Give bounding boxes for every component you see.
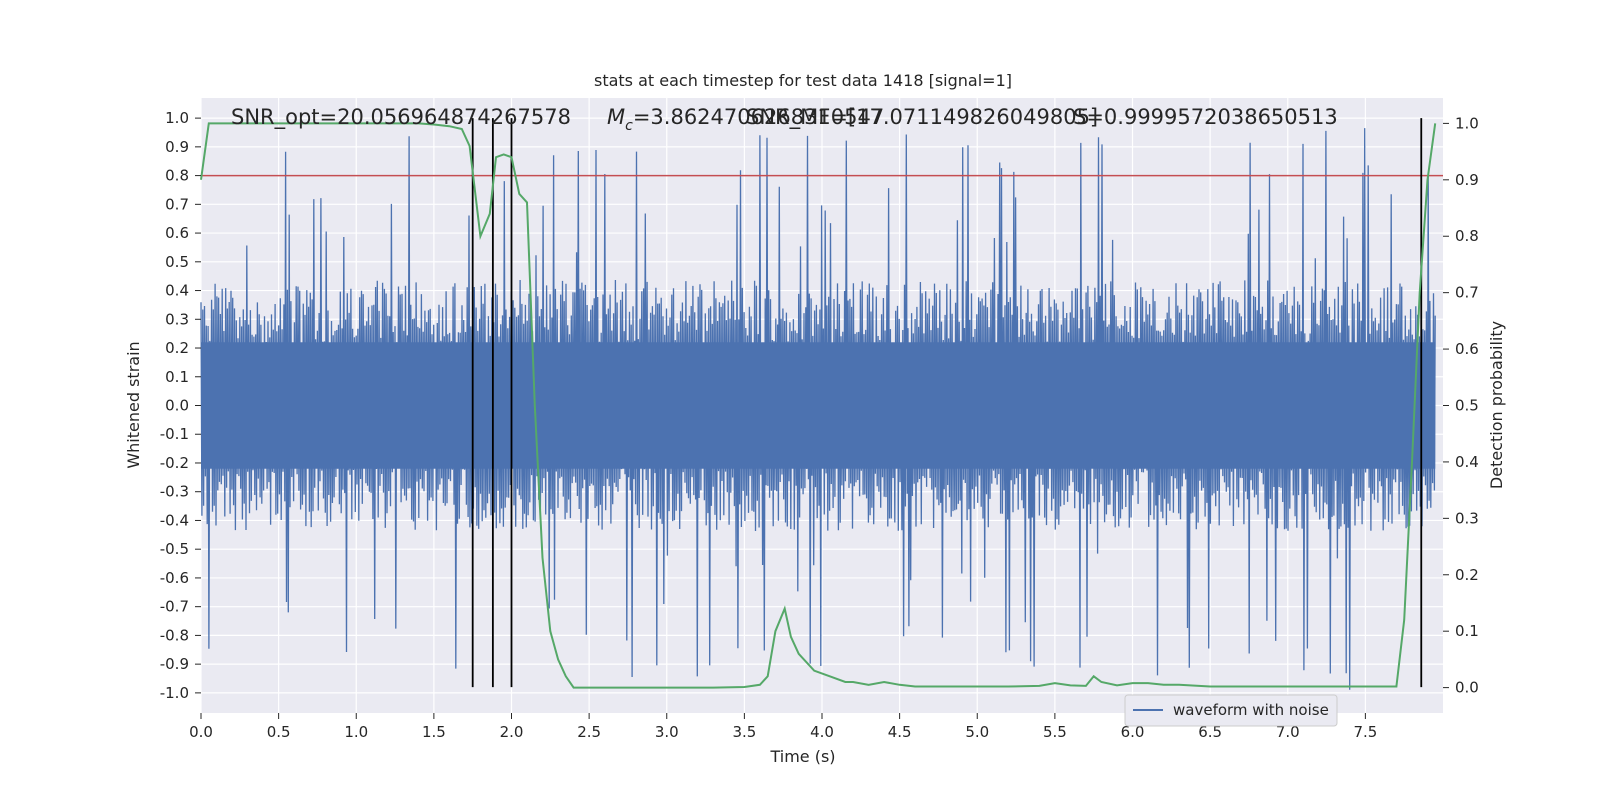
y2-tick-label: 0.8 [1455,227,1479,245]
y-tick-label: 0.9 [165,138,189,156]
y2-tick-label: 0.2 [1455,566,1479,584]
x-axis-label: Time (s) [769,747,835,766]
waveform-core-band [201,342,1436,469]
legend: waveform with noise [1124,694,1338,727]
x-tick-label: 1.0 [344,723,368,741]
x-tick-label: 2.0 [500,723,524,741]
y-tick-label: -1.0 [160,684,189,702]
y-tick-label: -0.1 [160,425,189,443]
x-tick-label: 0.5 [267,723,291,741]
y2-tick-label: 0.5 [1455,397,1479,415]
x-tick-label: 7.0 [1276,723,1300,741]
y-tick-label: -0.7 [160,598,189,616]
y-ticks: 1.0 0.9 0.8 0.7 0.6 0.5 0.4 0.3 0.2 0.1 0.0 -0.1 -0.… [160,109,201,702]
y-tick-label: -0.3 [160,483,189,501]
legend-entry-waveform: waveform with noise [1173,701,1329,719]
y2-tick-label: 0.7 [1455,284,1479,302]
y-tick-label: 0.6 [165,224,189,242]
vertical-markers [471,118,1423,688]
y-tick-label: 0.1 [165,368,189,386]
annotation-chirp-mass: Mc=3.8624706268310547 [607,105,884,134]
x-tick-label: 3.0 [655,723,679,741]
y2-tick-label: 0.1 [1455,622,1479,640]
y-tick-label: 0.8 [165,167,189,185]
y-tick-label: -0.6 [160,569,189,587]
y-tick-label: -0.2 [160,454,189,472]
y-tick-label: 0.0 [165,397,189,415]
x-tick-label: 6.5 [1198,723,1222,741]
y2-tick-label: 0.3 [1455,509,1479,527]
x-tick-label: 3.5 [732,723,756,741]
y2-ticks: 1.0 0.9 0.8 0.7 0.6 0.5 0.4 0.3 0.2 0.1 0.0 [1443,114,1479,697]
waveform-with-noise-series [200,128,1436,690]
x-tick-label: 4.5 [888,723,912,741]
y-tick-label: -0.8 [160,626,189,644]
y-tick-label: 0.7 [165,195,189,213]
x-ticks: 0.0 0.5 1.0 1.5 2.0 2.5 3.0 3.5 4.0 4.5 5.0 5.5 6.0 6… [189,713,1377,741]
y-tick-label: 0.2 [165,339,189,357]
y2-axis-label: Detection probability [1487,321,1506,489]
y-tick-label: -0.9 [160,655,189,673]
legend-box [1124,694,1338,727]
y-tick-label: 1.0 [165,109,189,127]
detection-probability-series [200,122,1437,689]
chart-title: stats at each timestep for test data 141… [594,71,1012,90]
x-tick-label: 2.5 [577,723,601,741]
y-tick-label: 0.5 [165,253,189,271]
x-tick-label: 6.0 [1121,723,1145,741]
annotation-s: S=0.9999572038650513 [1073,105,1338,129]
x-tick-label: 1.5 [422,723,446,741]
y-tick-label: 0.4 [165,282,189,300]
y-axis-label: Whitened strain [124,341,143,468]
x-tick-label: 4.0 [810,723,834,741]
y2-tick-label: 0.4 [1455,453,1479,471]
annotation-snr-opt: SNR_opt=20.056964874267578 [231,105,571,130]
y2-tick-label: 0.0 [1455,679,1479,697]
y-tick-label: 0.3 [165,310,189,328]
x-tick-label: 0.0 [189,723,213,741]
detection-probability-line [200,122,1437,689]
y-tick-label: -0.5 [160,540,189,558]
y2-tick-label: 1.0 [1455,114,1479,132]
y2-tick-label: 0.6 [1455,340,1479,358]
x-tick-label: 5.5 [1043,723,1067,741]
x-tick-label: 7.5 [1353,723,1377,741]
y2-tick-label: 0.9 [1455,171,1479,189]
annotation-snr-mf: SNR_MF=[17.071149826049805] [746,105,1098,130]
x-tick-label: 5.0 [965,723,989,741]
y-tick-label: -0.4 [160,511,189,529]
